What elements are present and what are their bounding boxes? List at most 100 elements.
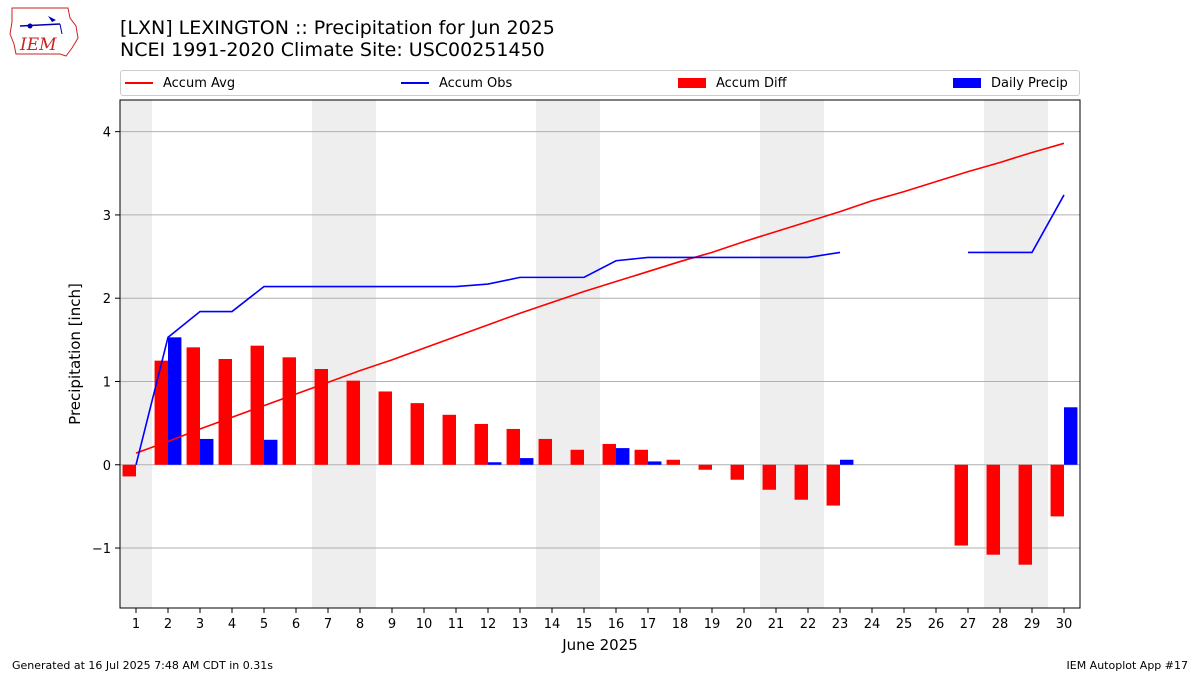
x-tick-label: 27 — [960, 617, 977, 632]
legend-item-accum-diff: Accum Diff — [678, 71, 787, 95]
iem-logo: IEM — [9, 7, 79, 57]
bar-accum-diff — [442, 414, 456, 465]
bar-accum-diff — [346, 380, 360, 465]
x-tick-label: 15 — [576, 617, 593, 632]
bar-accum-diff — [634, 449, 648, 465]
x-tick-label: 4 — [228, 617, 236, 632]
legend-item-accum-avg: Accum Avg — [125, 71, 235, 95]
bar-accum-diff — [154, 360, 168, 465]
y-tick-label: 1 — [103, 375, 111, 390]
bar-daily-precip — [264, 439, 278, 465]
bar-accum-diff — [122, 464, 136, 477]
bar-accum-diff — [410, 403, 424, 465]
footer-app: IEM Autoplot App #17 — [1066, 659, 1189, 672]
x-axis-label: June 2025 — [561, 636, 638, 654]
x-tick-label: 7 — [324, 617, 332, 632]
x-tick-label: 28 — [992, 617, 1009, 632]
x-tick-label: 6 — [292, 617, 300, 632]
x-tick-label: 5 — [260, 617, 268, 632]
x-tick-label: 12 — [480, 617, 497, 632]
weekend-shade — [760, 100, 792, 608]
x-tick-label: 2 — [164, 617, 172, 632]
weekend-shade — [344, 100, 376, 608]
bar-daily-precip — [520, 458, 534, 465]
legend-label-accum-diff: Accum Diff — [716, 75, 787, 91]
legend-swatch-accum-diff — [678, 78, 706, 88]
bar-accum-diff — [826, 464, 840, 506]
bar-accum-diff — [282, 357, 296, 465]
line-accum-obs — [135, 251, 841, 465]
bar-daily-precip — [616, 448, 630, 465]
legend-label-accum-obs: Accum Obs — [439, 75, 513, 91]
legend-item-accum-obs: Accum Obs — [401, 71, 512, 95]
line-accum-obs — [968, 194, 1065, 254]
bar-accum-diff — [666, 459, 680, 465]
bar-daily-precip — [200, 438, 214, 465]
weekend-shade — [312, 100, 344, 608]
legend: Accum Avg Accum Obs Accum Diff Daily Pre… — [120, 70, 1080, 96]
y-axis-label: Precipitation [inch] — [66, 283, 84, 425]
legend-label-accum-avg: Accum Avg — [163, 75, 236, 91]
x-tick-label: 20 — [736, 617, 753, 632]
legend-label-daily-precip: Daily Precip — [991, 75, 1068, 91]
bar-accum-diff — [698, 464, 712, 470]
bar-daily-precip — [1064, 407, 1078, 465]
bar-accum-diff — [602, 443, 616, 465]
x-tick-label: 19 — [704, 617, 721, 632]
y-tick-label: 3 — [103, 209, 111, 224]
x-tick-label: 14 — [544, 617, 561, 632]
legend-swatch-accum-obs — [401, 82, 429, 84]
x-tick-label: 21 — [768, 617, 785, 632]
x-tick-label: 24 — [864, 617, 881, 632]
bar-accum-diff — [378, 391, 392, 465]
plot-frame — [119, 99, 1081, 609]
bar-accum-diff — [186, 347, 200, 465]
legend-swatch-daily-precip — [953, 78, 981, 88]
chart-subtitle: NCEI 1991-2020 Climate Site: USC00251450 — [120, 39, 545, 61]
svg-text:IEM: IEM — [19, 35, 57, 55]
y-tick-label: −1 — [92, 542, 111, 557]
bar-accum-diff — [506, 428, 520, 465]
weekend-shade — [792, 100, 824, 608]
weekend-shade — [120, 100, 152, 608]
chart-title: [LXN] LEXINGTON :: Precipitation for Jun… — [120, 17, 555, 39]
x-tick-label: 1 — [132, 617, 140, 632]
bar-accum-diff — [218, 358, 232, 465]
bar-daily-precip — [840, 459, 854, 465]
legend-swatch-accum-avg — [125, 82, 153, 84]
x-tick-label: 22 — [800, 617, 817, 632]
x-tick-label: 18 — [672, 617, 689, 632]
line-accum-avg — [135, 142, 1065, 454]
weekend-shade — [568, 100, 600, 608]
x-tick-label: 29 — [1024, 617, 1041, 632]
x-tick-label: 25 — [896, 617, 913, 632]
weekend-shade — [536, 100, 568, 608]
x-tick-label: 16 — [608, 617, 625, 632]
bar-daily-precip — [488, 462, 502, 465]
bar-accum-diff — [986, 464, 1000, 555]
bar-daily-precip — [648, 461, 662, 465]
x-tick-label: 9 — [388, 617, 396, 632]
x-tick-label: 3 — [196, 617, 204, 632]
bar-accum-diff — [538, 438, 552, 465]
bar-accum-diff — [794, 464, 808, 500]
x-tick-label: 17 — [640, 617, 657, 632]
bar-accum-diff — [250, 345, 264, 465]
x-tick-label: 13 — [512, 617, 529, 632]
x-tick-label: 8 — [356, 617, 364, 632]
x-tick-label: 30 — [1056, 617, 1073, 632]
bar-accum-diff — [1050, 464, 1064, 517]
bar-accum-diff — [762, 464, 776, 490]
y-tick-label: 0 — [103, 459, 111, 474]
y-tick-label: 2 — [103, 292, 111, 307]
x-tick-label: 26 — [928, 617, 945, 632]
bar-daily-precip — [168, 337, 182, 465]
y-tick-label: 4 — [103, 126, 111, 141]
x-tick-label: 23 — [832, 617, 849, 632]
bar-accum-diff — [570, 449, 584, 465]
x-tick-label: 10 — [416, 617, 433, 632]
bar-accum-diff — [1018, 464, 1032, 565]
bar-accum-diff — [314, 368, 328, 465]
x-tick-label: 11 — [448, 617, 465, 632]
